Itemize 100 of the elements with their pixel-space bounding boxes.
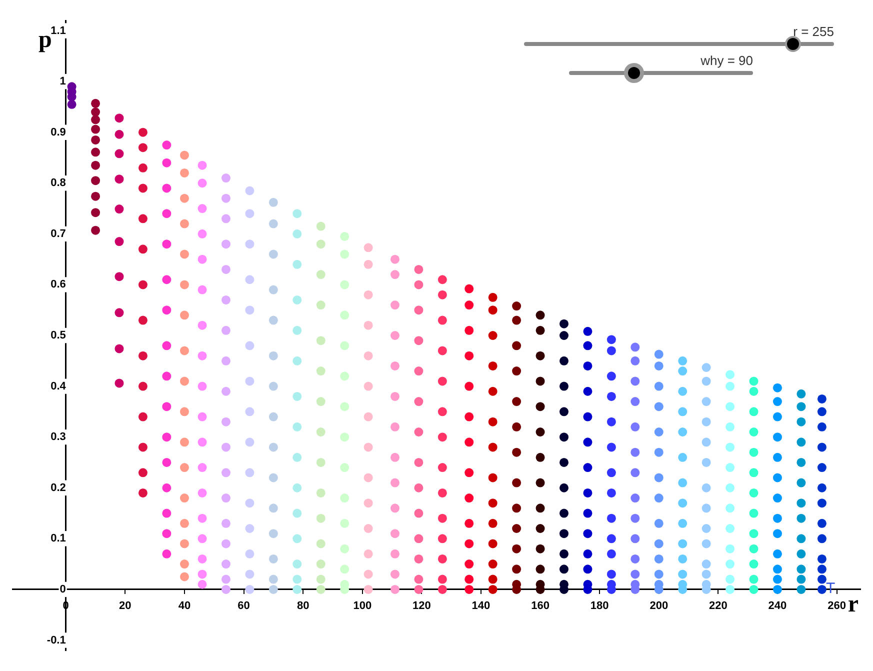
point — [221, 560, 230, 569]
point — [796, 514, 806, 523]
point — [316, 366, 326, 376]
point — [316, 539, 326, 548]
point — [678, 452, 688, 462]
point — [390, 422, 400, 432]
point — [702, 438, 711, 447]
point — [364, 243, 373, 252]
point — [364, 412, 373, 422]
point — [221, 295, 230, 304]
point — [390, 331, 400, 340]
point — [726, 483, 735, 492]
point — [292, 326, 302, 335]
point — [630, 494, 640, 503]
point — [559, 356, 568, 366]
point — [583, 529, 592, 538]
point — [292, 422, 302, 432]
point — [749, 544, 758, 554]
point — [583, 564, 592, 574]
point — [198, 554, 207, 564]
x-tick-label: 20 — [119, 600, 132, 612]
point — [678, 554, 688, 564]
point — [796, 574, 806, 584]
point — [180, 407, 189, 416]
point — [316, 560, 326, 569]
point — [364, 584, 373, 594]
point — [292, 260, 302, 269]
point — [817, 463, 826, 472]
point — [749, 407, 758, 416]
point — [162, 306, 172, 315]
point — [726, 422, 735, 432]
point — [488, 560, 498, 569]
point — [162, 432, 172, 442]
point — [606, 346, 616, 356]
x-tick-label: 240 — [768, 600, 787, 612]
point — [390, 584, 400, 594]
point — [536, 524, 545, 534]
point — [221, 356, 230, 366]
point — [268, 250, 278, 259]
point — [221, 214, 230, 224]
point — [630, 514, 640, 523]
point — [630, 356, 640, 366]
point — [678, 356, 688, 366]
point — [268, 316, 278, 325]
y-tick-label: 0.3 — [50, 431, 66, 444]
point — [114, 149, 124, 158]
point — [114, 114, 124, 123]
point — [726, 544, 735, 554]
point — [364, 549, 373, 558]
point — [138, 214, 148, 224]
point — [245, 438, 254, 447]
point — [654, 539, 664, 548]
point — [245, 468, 254, 478]
point — [796, 389, 806, 398]
point — [817, 518, 826, 528]
point — [198, 285, 207, 294]
point — [198, 412, 207, 422]
point — [138, 280, 148, 290]
point — [162, 209, 172, 218]
y-tick-label: 0 — [60, 583, 66, 596]
point — [630, 534, 640, 544]
y-tick-label: 0.1 — [50, 532, 66, 545]
point — [180, 250, 189, 259]
point — [292, 574, 302, 584]
point — [245, 209, 254, 218]
point — [414, 280, 424, 290]
point — [245, 306, 254, 315]
point — [817, 394, 826, 404]
point — [414, 534, 424, 544]
point — [559, 483, 568, 492]
point — [654, 350, 664, 359]
point — [114, 308, 124, 318]
point — [114, 237, 124, 246]
point — [364, 290, 373, 300]
point — [772, 574, 782, 584]
y-axis-title: p — [38, 26, 52, 53]
point — [390, 361, 400, 370]
point — [772, 473, 782, 482]
point — [180, 438, 189, 447]
point — [364, 524, 373, 534]
point — [292, 392, 302, 401]
point — [364, 498, 373, 508]
point — [749, 488, 758, 498]
point — [221, 326, 230, 335]
point — [630, 570, 640, 579]
point — [340, 564, 350, 574]
point — [796, 417, 806, 426]
point — [340, 250, 350, 259]
point — [512, 316, 522, 325]
x-tick-label: 140 — [472, 600, 490, 612]
point — [364, 570, 373, 579]
point — [268, 504, 278, 513]
point — [114, 344, 124, 354]
point — [438, 463, 447, 472]
y-tick-label: 0.6 — [50, 278, 66, 291]
point — [606, 488, 616, 498]
point — [138, 143, 148, 152]
point — [817, 422, 826, 432]
point — [221, 240, 230, 249]
point — [221, 468, 230, 478]
